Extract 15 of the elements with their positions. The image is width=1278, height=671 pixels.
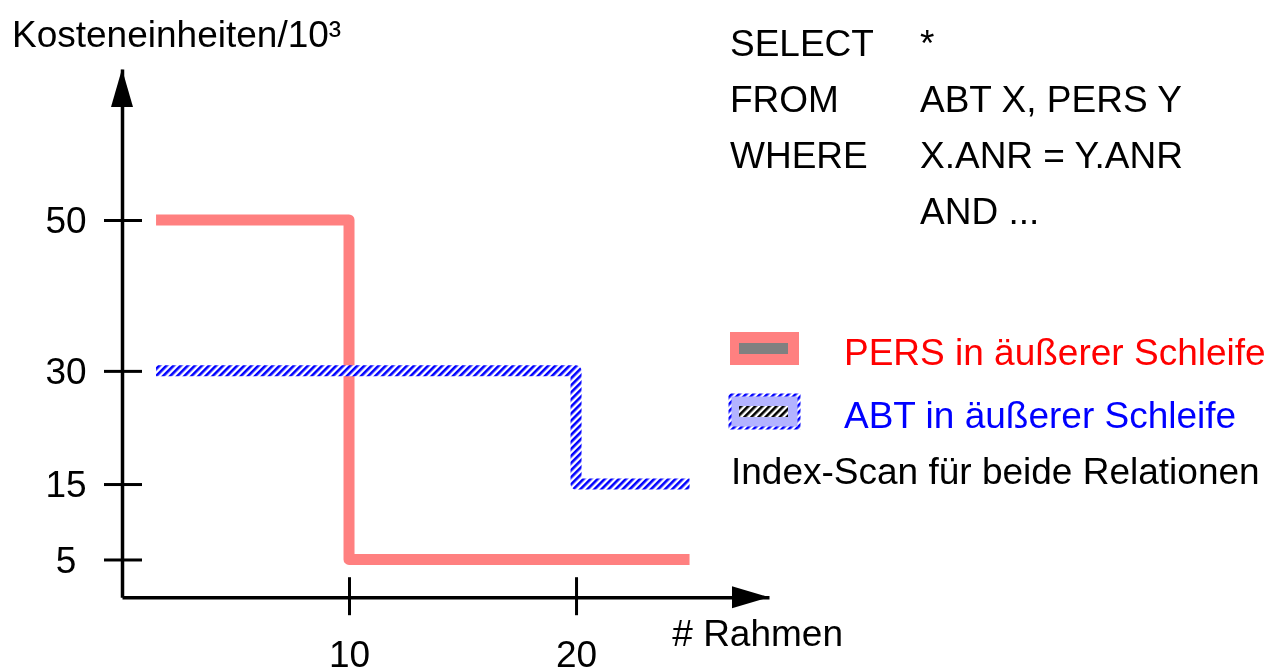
text: FROM ABT X, PERS Y bbox=[730, 79, 1182, 120]
legend-label: PERS in äußerer Schleife bbox=[844, 332, 1266, 373]
y-tick-label: 50 bbox=[45, 200, 87, 242]
x-tick-label: 20 bbox=[555, 634, 598, 671]
text: AND ... bbox=[920, 191, 1040, 232]
legend-label: ABT in äußerer Schleife bbox=[844, 395, 1237, 436]
y-tick-label: 15 bbox=[45, 464, 87, 506]
text: WHERE X.ANR = Y.ANR bbox=[730, 135, 1183, 176]
annotation: Index-Scan für beide Relationen bbox=[731, 451, 1260, 492]
y-tick-label: 5 bbox=[55, 539, 77, 581]
x-axis-title: # Rahmen bbox=[672, 613, 843, 654]
y-tick-label: 30 bbox=[45, 351, 87, 393]
text: SELECT * bbox=[730, 23, 935, 64]
y-axis-title: Kosteneinheiten/10³ bbox=[12, 14, 342, 55]
x-tick-label: 10 bbox=[328, 634, 371, 671]
